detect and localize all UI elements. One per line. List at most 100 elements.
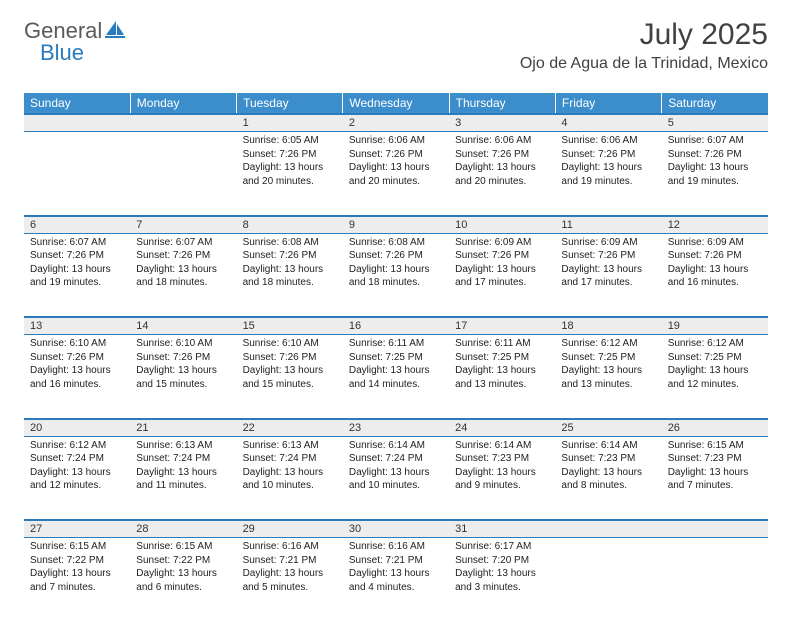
day-number: 26 — [668, 422, 680, 434]
day-number-cell: 27 — [24, 520, 130, 538]
logo-blue-word: Blue — [40, 40, 84, 66]
day-number: 24 — [455, 422, 467, 434]
sunrise-text: Sunrise: 6:06 AM — [349, 134, 443, 148]
daylight-text: Daylight: 13 hours — [455, 466, 549, 480]
daylight-text: Daylight: 13 hours — [243, 161, 337, 175]
day-cell: Sunrise: 6:10 AMSunset: 7:26 PMDaylight:… — [24, 335, 130, 419]
sunset-text: Sunset: 7:22 PM — [136, 554, 230, 568]
day-cell: Sunrise: 6:05 AMSunset: 7:26 PMDaylight:… — [237, 132, 343, 216]
sunrise-text: Sunrise: 6:13 AM — [243, 439, 337, 453]
day-number: 29 — [243, 523, 255, 535]
daylight-text: Daylight: 13 hours — [561, 263, 655, 277]
daylight-text: Daylight: 13 hours — [455, 161, 549, 175]
day-cell: Sunrise: 6:07 AMSunset: 7:26 PMDaylight:… — [130, 233, 236, 317]
location-text: Ojo de Agua de la Trinidad, Mexico — [520, 55, 768, 73]
day-content: Sunrise: 6:15 AMSunset: 7:22 PMDaylight:… — [130, 538, 236, 598]
daylight-text: and 19 minutes. — [30, 276, 124, 290]
day-number-cell: 12 — [662, 216, 768, 234]
day-number-cell: 2 — [343, 114, 449, 132]
day-number-cell: 16 — [343, 317, 449, 335]
sunset-text: Sunset: 7:25 PM — [455, 351, 549, 365]
sunset-text: Sunset: 7:26 PM — [561, 148, 655, 162]
day-cell: Sunrise: 6:12 AMSunset: 7:25 PMDaylight:… — [662, 335, 768, 419]
day-number: 16 — [349, 320, 361, 332]
daylight-text: and 10 minutes. — [243, 479, 337, 493]
sunset-text: Sunset: 7:26 PM — [243, 148, 337, 162]
day-number: 3 — [455, 117, 461, 129]
day-cell: Sunrise: 6:15 AMSunset: 7:22 PMDaylight:… — [130, 538, 236, 622]
daylight-text: and 10 minutes. — [349, 479, 443, 493]
day-number-row: 2728293031 — [24, 520, 768, 538]
day-number-cell — [130, 114, 236, 132]
sunrise-text: Sunrise: 6:06 AM — [561, 134, 655, 148]
day-number-row: 20212223242526 — [24, 419, 768, 437]
daylight-text: and 19 minutes. — [668, 175, 762, 189]
day-number-row: 13141516171819 — [24, 317, 768, 335]
day-content: Sunrise: 6:09 AMSunset: 7:26 PMDaylight:… — [662, 234, 768, 294]
day-content: Sunrise: 6:07 AMSunset: 7:26 PMDaylight:… — [24, 234, 130, 294]
daylight-text: Daylight: 13 hours — [455, 567, 549, 581]
day-number: 7 — [136, 219, 142, 231]
day-cell: Sunrise: 6:07 AMSunset: 7:26 PMDaylight:… — [24, 233, 130, 317]
day-number: 2 — [349, 117, 355, 129]
daylight-text: Daylight: 13 hours — [349, 466, 443, 480]
daylight-text: and 17 minutes. — [455, 276, 549, 290]
sunset-text: Sunset: 7:21 PM — [243, 554, 337, 568]
sunset-text: Sunset: 7:26 PM — [243, 351, 337, 365]
day-cell: Sunrise: 6:11 AMSunset: 7:25 PMDaylight:… — [449, 335, 555, 419]
daylight-text: Daylight: 13 hours — [136, 466, 230, 480]
weekday-header: Thursday — [449, 93, 555, 114]
day-number: 30 — [349, 523, 361, 535]
day-cell — [555, 538, 661, 622]
sunrise-text: Sunrise: 6:13 AM — [136, 439, 230, 453]
day-content: Sunrise: 6:12 AMSunset: 7:25 PMDaylight:… — [662, 335, 768, 395]
day-number-cell: 3 — [449, 114, 555, 132]
day-cell: Sunrise: 6:07 AMSunset: 7:26 PMDaylight:… — [662, 132, 768, 216]
daylight-text: and 6 minutes. — [136, 581, 230, 595]
day-number-cell — [24, 114, 130, 132]
daylight-text: Daylight: 13 hours — [349, 161, 443, 175]
calendar-page: General July 2025 Ojo de Agua de la Trin… — [0, 0, 792, 622]
day-number-cell: 15 — [237, 317, 343, 335]
sunrise-text: Sunrise: 6:15 AM — [30, 540, 124, 554]
daylight-text: and 19 minutes. — [561, 175, 655, 189]
day-cell: Sunrise: 6:14 AMSunset: 7:23 PMDaylight:… — [449, 436, 555, 520]
daylight-text: and 14 minutes. — [349, 378, 443, 392]
day-content: Sunrise: 6:08 AMSunset: 7:26 PMDaylight:… — [237, 234, 343, 294]
sunrise-text: Sunrise: 6:10 AM — [243, 337, 337, 351]
day-content: Sunrise: 6:14 AMSunset: 7:23 PMDaylight:… — [555, 437, 661, 497]
daylight-text: Daylight: 13 hours — [561, 364, 655, 378]
daylight-text: Daylight: 13 hours — [561, 466, 655, 480]
sunset-text: Sunset: 7:26 PM — [455, 148, 549, 162]
day-cell: Sunrise: 6:06 AMSunset: 7:26 PMDaylight:… — [449, 132, 555, 216]
sunrise-text: Sunrise: 6:12 AM — [668, 337, 762, 351]
sunset-text: Sunset: 7:26 PM — [349, 249, 443, 263]
day-cell: Sunrise: 6:16 AMSunset: 7:21 PMDaylight:… — [343, 538, 449, 622]
weekday-header: Tuesday — [237, 93, 343, 114]
day-cell — [24, 132, 130, 216]
sunrise-text: Sunrise: 6:11 AM — [455, 337, 549, 351]
day-cell: Sunrise: 6:14 AMSunset: 7:24 PMDaylight:… — [343, 436, 449, 520]
sunrise-text: Sunrise: 6:14 AM — [455, 439, 549, 453]
daylight-text: Daylight: 13 hours — [136, 364, 230, 378]
sunset-text: Sunset: 7:26 PM — [30, 351, 124, 365]
sunset-text: Sunset: 7:25 PM — [668, 351, 762, 365]
day-number-cell: 11 — [555, 216, 661, 234]
daylight-text: and 13 minutes. — [561, 378, 655, 392]
daylight-text: Daylight: 13 hours — [349, 263, 443, 277]
sunset-text: Sunset: 7:26 PM — [561, 249, 655, 263]
sunrise-text: Sunrise: 6:06 AM — [455, 134, 549, 148]
day-number: 25 — [561, 422, 573, 434]
day-number-cell: 5 — [662, 114, 768, 132]
sunset-text: Sunset: 7:20 PM — [455, 554, 549, 568]
day-content: Sunrise: 6:08 AMSunset: 7:26 PMDaylight:… — [343, 234, 449, 294]
day-number-cell: 7 — [130, 216, 236, 234]
sunrise-text: Sunrise: 6:09 AM — [455, 236, 549, 250]
day-cell: Sunrise: 6:14 AMSunset: 7:23 PMDaylight:… — [555, 436, 661, 520]
daylight-text: Daylight: 13 hours — [243, 567, 337, 581]
sunset-text: Sunset: 7:26 PM — [30, 249, 124, 263]
day-cell: Sunrise: 6:15 AMSunset: 7:22 PMDaylight:… — [24, 538, 130, 622]
sunset-text: Sunset: 7:24 PM — [349, 452, 443, 466]
day-number: 5 — [668, 117, 674, 129]
sunrise-text: Sunrise: 6:12 AM — [561, 337, 655, 351]
